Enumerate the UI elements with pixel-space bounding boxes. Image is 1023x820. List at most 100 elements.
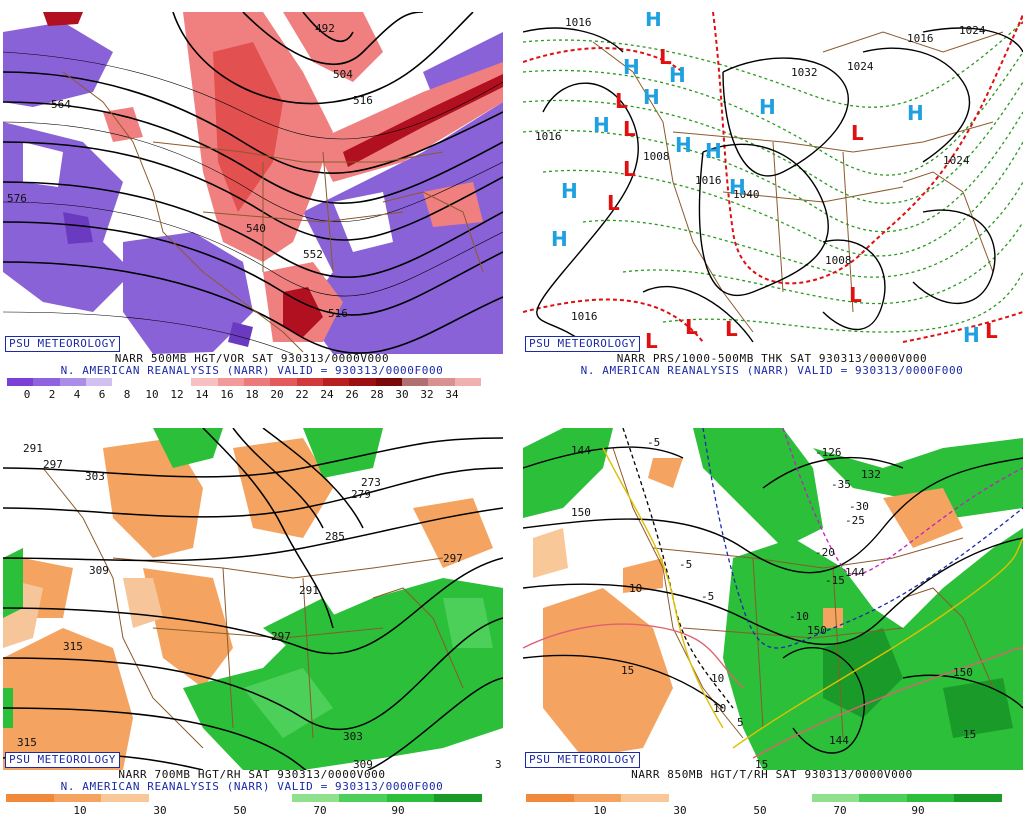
contour-label: 5	[737, 716, 744, 729]
tick-label: 70	[313, 804, 327, 817]
panel-500mb-vorticity: 492 504 516 540 552 564 576 516 PSU METE…	[0, 0, 504, 404]
low-pressure-marker: L	[685, 315, 698, 339]
contour-label: 291	[23, 442, 43, 455]
low-pressure-marker: L	[623, 157, 636, 181]
contour-label: 291	[299, 584, 319, 597]
low-pressure-marker: L	[645, 329, 658, 353]
contour-label: -5	[679, 558, 692, 571]
low-pressure-marker: L	[851, 121, 864, 145]
tick-label: 22	[295, 388, 309, 401]
map-valid-time: N. AMERICAN REANALYSIS (NARR) VALID = 93…	[60, 780, 444, 793]
high-pressure-marker: H	[593, 113, 610, 137]
contour-label: -20	[815, 546, 835, 559]
map-title: NARR PRS/1000-500MB THK SAT 930313/0000V…	[616, 352, 928, 365]
map-title: NARR 700MB HGT/RH SAT 930313/0000V000	[118, 768, 386, 781]
vorticity-map: 492 504 516 540 552 564 576 516	[3, 12, 503, 354]
low-pressure-markers: L L L L L L L L L L L	[607, 45, 998, 353]
contour-label: -15	[825, 574, 845, 587]
map-valid-time: N. AMERICAN REANALYSIS (NARR) VALID = 93…	[580, 364, 964, 377]
contour-label: 279	[351, 488, 371, 501]
psu-meteorology-badge: PSU METEOROLOGY	[525, 752, 640, 768]
contour-label: 297	[443, 552, 463, 565]
high-pressure-marker: H	[669, 63, 686, 87]
isobar-label: 1040	[733, 188, 760, 201]
contour-label: 144	[845, 566, 865, 579]
tick-label: 24	[320, 388, 334, 401]
contour-label: 564	[51, 98, 71, 111]
low-pressure-marker: L	[725, 317, 738, 341]
contour-label: 516	[328, 307, 348, 320]
contour-label: 285	[325, 530, 345, 543]
psu-meteorology-badge: PSU METEOROLOGY	[5, 336, 120, 352]
low-pressure-marker: L	[659, 45, 672, 69]
tick-label: 34	[445, 388, 459, 401]
contour-label: 144	[571, 444, 591, 457]
high-pressure-marker: H	[729, 175, 746, 199]
tick-label: 4	[73, 388, 81, 401]
contour-label: -126	[815, 446, 842, 459]
isobar-label: 1024	[943, 154, 970, 167]
isobar-label: 1016	[907, 32, 934, 45]
tick-label: 90	[911, 804, 925, 817]
high-pressure-marker: H	[561, 179, 578, 203]
pressure-map-graphic: 1016 1016 1032 1024 1016 1024 1024 1016 …	[523, 12, 1023, 353]
isobar-labels: 1016 1016 1032 1024 1016 1024 1024 1016 …	[535, 16, 986, 323]
psu-meteorology-badge: PSU METEOROLOGY	[5, 752, 120, 768]
tick-label: 30	[673, 804, 687, 817]
vorticity-contour-labels: 492 504 516 540 552 564 576 516	[7, 22, 373, 320]
high-pressure-marker: H	[623, 55, 640, 79]
contour-label: 150	[571, 506, 591, 519]
high-pressure-marker: H	[551, 227, 568, 251]
contour-label: 3	[495, 758, 502, 770]
high-pressure-marker: H	[963, 323, 980, 347]
vorticity-colorbar	[7, 378, 481, 386]
contour-label: 15	[963, 728, 976, 741]
isobar-label: 1024	[847, 60, 874, 73]
map-valid-time: N. AMERICAN REANALYSIS (NARR) VALID = 93…	[60, 364, 444, 377]
850mb-contour-labels: 144 -5 -126 132 -35 150 -30 -25 -20 -5 -…	[571, 436, 976, 770]
contour-label: 15	[621, 664, 634, 677]
tick-label: 90	[391, 804, 405, 817]
high-pressure-marker: H	[643, 85, 660, 109]
high-pressure-marker: H	[645, 12, 662, 31]
tick-label: 14	[195, 388, 209, 401]
contour-label: 309	[353, 758, 373, 770]
isobar-label: 1032	[791, 66, 818, 79]
contour-label: 132	[861, 468, 881, 481]
contour-label: 315	[17, 736, 37, 749]
isobar-label: 1008	[825, 254, 852, 267]
tick-label: 0	[23, 388, 31, 401]
contour-label: 303	[85, 470, 105, 483]
high-pressure-markers: H H H H H H H H H H H H H	[551, 12, 980, 347]
contour-label: -5	[647, 436, 660, 449]
tick-label: 8	[123, 388, 131, 401]
low-pressure-marker: L	[985, 319, 998, 343]
tick-label: 16	[220, 388, 234, 401]
low-pressure-marker: L	[615, 89, 628, 113]
contour-label: -25	[845, 514, 865, 527]
pressure-thickness-map: 1016 1016 1032 1024 1016 1024 1024 1016 …	[523, 12, 1023, 354]
tick-label: 32	[420, 388, 434, 401]
low-pressure-marker: L	[849, 283, 862, 307]
contour-label: 540	[246, 222, 266, 235]
rh-colorbar-ticks: 10 30 50 70 90	[0, 805, 504, 817]
tick-label: 70	[833, 804, 847, 817]
panel-850mb-temp-rh: 144 -5 -126 132 -35 150 -30 -25 -20 -5 -…	[520, 416, 1023, 820]
tick-label: 10	[73, 804, 87, 817]
contour-label: 492	[315, 22, 335, 35]
contour-label: 309	[89, 564, 109, 577]
height-700mb-labels: 291 297 303 279 273 285 309 291 297 315 …	[17, 442, 502, 770]
contour-label: 516	[353, 94, 373, 107]
vorticity-colorbar-ticks: 0 2 4 6 8 10 12 14 16 18 20 22 24 26 28 …	[0, 389, 504, 401]
contour-label: 504	[333, 68, 353, 81]
isobar-label: 1024	[959, 24, 986, 37]
tick-label: 2	[48, 388, 56, 401]
tick-label: 30	[395, 388, 409, 401]
isobar-label: 1016	[535, 130, 562, 143]
tick-label: 10	[593, 804, 607, 817]
tick-label: 18	[245, 388, 259, 401]
map-title: NARR 850MB HGT/T/RH SAT 930313/0000V000	[631, 768, 913, 781]
contour-label: 315	[63, 640, 83, 653]
psu-meteorology-badge: PSU METEOROLOGY	[525, 336, 640, 352]
high-pressure-marker: H	[705, 139, 722, 163]
